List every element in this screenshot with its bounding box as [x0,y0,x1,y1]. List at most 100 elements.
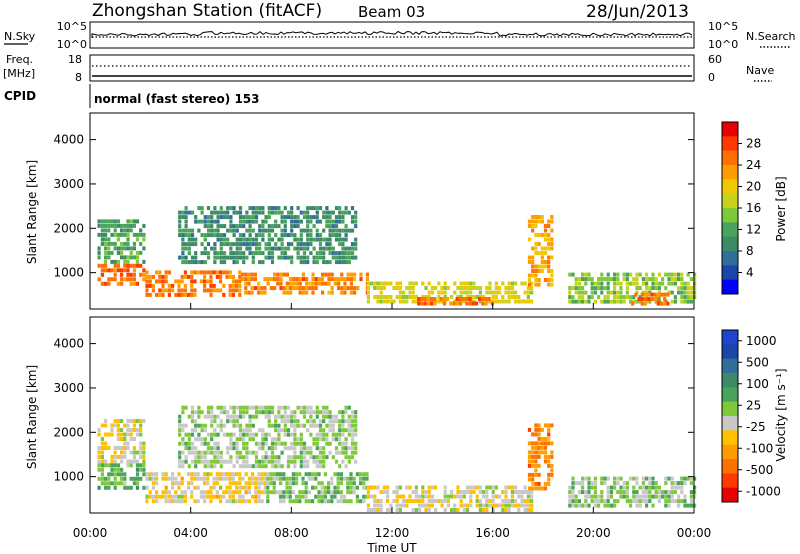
heatmap-cell [190,405,195,410]
heatmap-cell [290,224,294,229]
heatmap-cell [187,414,191,419]
heatmap-cell [328,414,332,419]
heatmap-cell [110,423,114,428]
heatmap-cell [296,224,300,229]
heatmap-cell [504,299,508,304]
heatmap-cell [260,490,264,495]
heatmap-cell [653,292,657,297]
heatmap-cell [219,410,223,415]
heatmap-cell [171,494,175,499]
heatmap-cell [443,490,447,494]
heatmap-cell [325,210,329,215]
heatmap-cell [581,485,585,490]
heatmap-cell [277,210,281,215]
heatmap-cell [97,232,101,237]
heatmap-cell [116,246,120,251]
heatmap-cell [247,272,251,277]
heatmap-cell [178,210,182,215]
heatmap-cell [100,219,104,224]
heatmap-cell [194,237,198,242]
heatmap-cell [135,255,140,260]
heatmap-cell [651,481,655,486]
heatmap-cell [261,237,265,242]
heatmap-cell [97,432,101,437]
heatmap-cell [238,283,242,288]
heatmap-cell [228,494,232,499]
heatmap-cell [677,272,681,277]
heatmap-cell [322,446,326,451]
heatmap-cell [219,405,223,410]
velocity-heatmap-cells [97,405,697,512]
heatmap-cell [424,490,428,494]
heatmap-cell [187,481,191,486]
heatmap-cell [178,428,182,433]
heatmap-cell [219,419,223,424]
heatmap-cell [251,206,255,211]
heatmap-cell [622,490,626,495]
heatmap-cell [97,455,101,459]
y-tick-label: 2000 [53,425,84,439]
heatmap-cell [270,255,275,260]
heatmap-cell [126,228,130,233]
cpid-label: CPID [4,89,36,103]
heatmap-cell [274,224,278,229]
heatmap-cell [405,503,409,508]
heatmap-cell [343,290,347,295]
heatmap-cell [584,499,588,504]
heatmap-cell [190,476,194,481]
heatmap-cell [498,299,502,304]
heatmap-cell [622,481,626,486]
heatmap-cell [677,485,681,490]
heatmap-cell [298,490,302,495]
heatmap-cell [107,237,111,242]
heatmap-cell [571,503,575,508]
heatmap-cell [293,414,297,419]
heatmap-cell [331,428,335,433]
heatmap-cell [325,237,329,242]
heatmap-cell [683,503,687,508]
heatmap-cell [550,282,554,287]
heatmap-cell [442,301,446,306]
heatmap-cell [402,494,406,499]
heatmap-cell [531,273,535,278]
heatmap-cell [408,499,412,503]
heatmap-cell [219,476,223,481]
heatmap-cell [254,464,259,469]
heatmap-cell [366,508,370,512]
heatmap-cell [379,503,383,508]
heatmap-cell [334,419,339,424]
heatmap-cell [593,485,597,490]
heatmap-cell [315,215,319,220]
heatmap-cell [285,481,289,486]
heatmap-cell [290,441,294,446]
heatmap-cell [398,503,402,508]
heatmap-cell [613,499,617,504]
heatmap-cell [474,301,478,306]
heatmap-cell [408,295,412,299]
nsky-label: N.Sky [4,30,36,43]
heatmap-cell [238,485,242,490]
heatmap-cell [110,463,114,468]
heatmap-cell [126,268,130,273]
heatmap-cell [167,283,171,288]
heatmap-cell [209,472,213,477]
heatmap-cell [469,503,473,508]
heatmap-cell [664,503,668,508]
heatmap-cell [107,250,111,255]
heatmap-cell [251,251,255,256]
heatmap-cell [200,219,204,224]
heatmap-cell [677,494,681,499]
heatmap-cell [456,485,460,490]
heatmap-cell [334,251,339,256]
heatmap-cell [527,427,532,432]
heatmap-cell [129,263,133,268]
heatmap-cell [120,476,124,481]
heatmap-cell [443,281,447,286]
heatmap-cell [181,441,185,446]
heatmap-cell [264,242,268,247]
heatmap-cell [402,503,406,508]
heatmap-cell [213,246,217,251]
heatmap-cell [330,277,334,282]
heatmap-cell [306,419,310,424]
heatmap-cell [325,405,329,410]
